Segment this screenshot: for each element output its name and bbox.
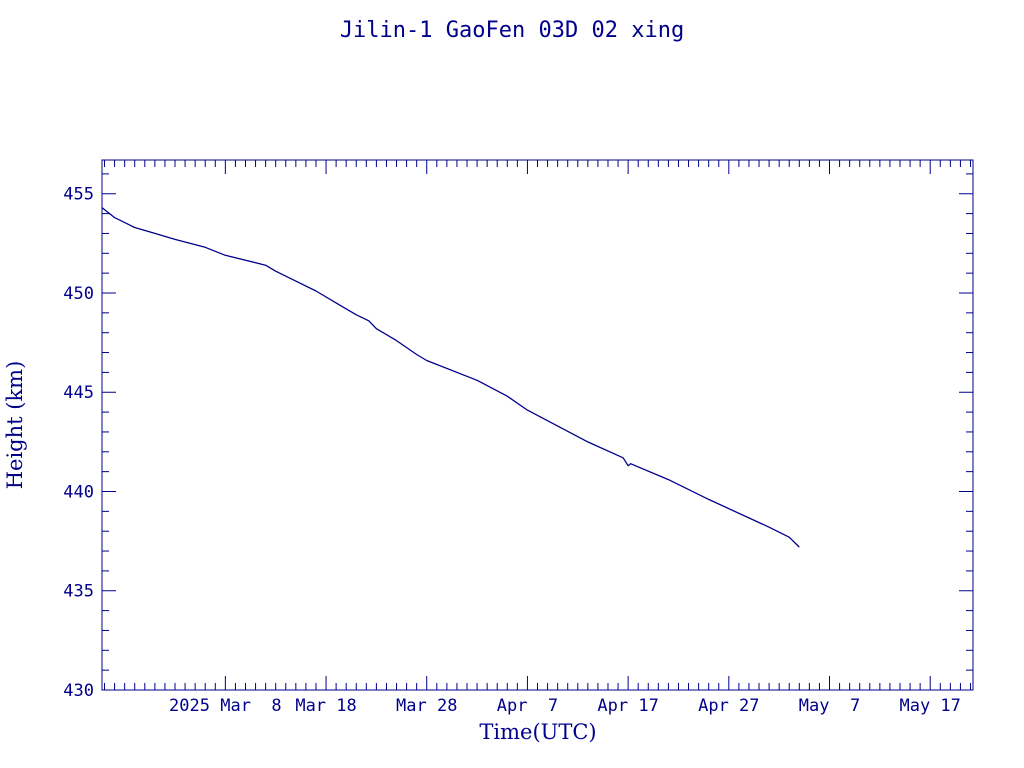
x-tick-label: Mar 28 [396, 696, 457, 716]
x-tick-label: Apr 17 [597, 696, 658, 716]
y-tick-label: 440 [63, 482, 94, 502]
x-axis-label: Time(UTC) [479, 720, 596, 744]
x-tick-label: Apr 27 [698, 696, 759, 716]
x-axis: 2025 Mar 8 Mar 18 Mar 28 Apr 7 Apr 17 Apr 27 M… [104, 160, 971, 716]
y-tick-label: 435 [63, 582, 94, 602]
y-tick-label: 430 [63, 681, 94, 701]
y-tick-label: 450 [63, 284, 94, 304]
x-tick-label: Apr 7 [497, 696, 558, 716]
y-axis: 430 435 440 445 450 455 [63, 173, 973, 701]
series-layer [101, 207, 800, 548]
y-tick-label: 455 [63, 185, 94, 205]
y-tick-label: 445 [63, 383, 94, 403]
chart-title: Jilin-1 GaoFen 03D 02 xing [340, 18, 684, 43]
y-axis-label: Height (km) [3, 361, 27, 490]
x-tick-label: Mar 18 [295, 696, 356, 716]
x-tick-label: May 17 [899, 696, 960, 716]
x-tick-label: May 7 [799, 696, 860, 716]
x-tick-label: 2025 Mar 8 [169, 696, 282, 716]
series-line-height [101, 207, 800, 548]
